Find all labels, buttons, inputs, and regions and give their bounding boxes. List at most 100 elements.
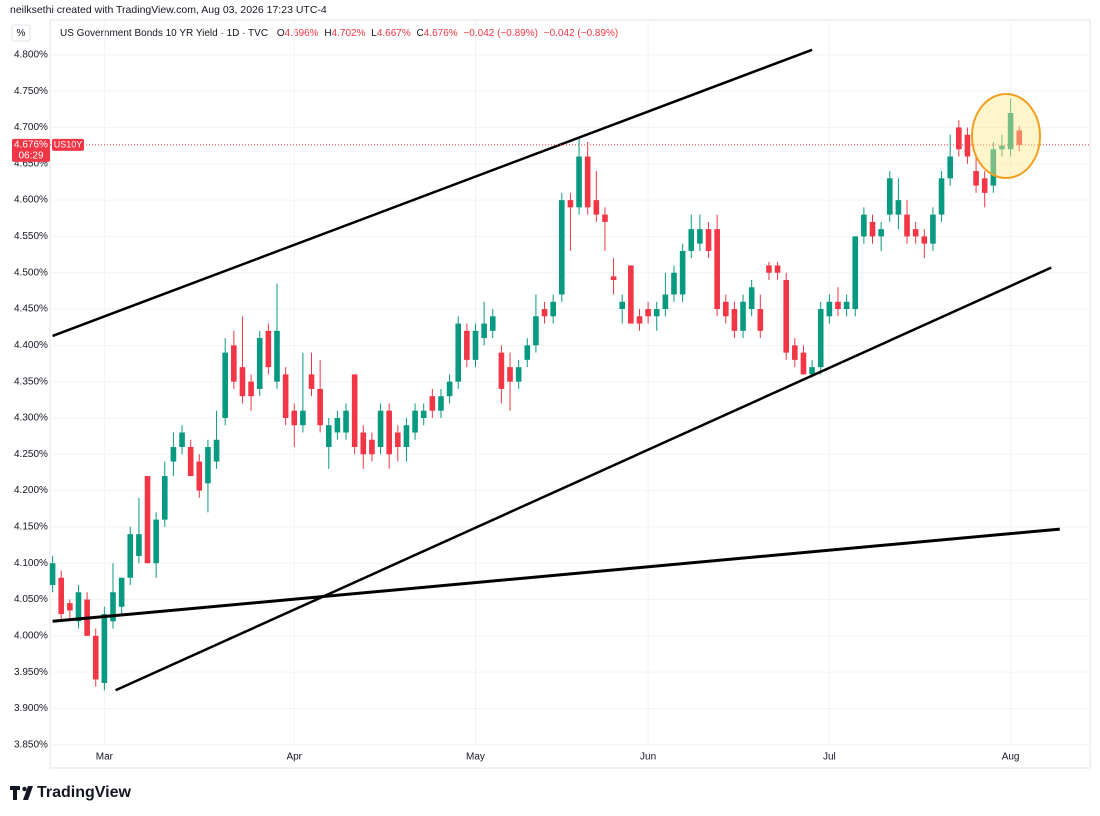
candle-body <box>610 276 617 280</box>
candle-body <box>826 301 833 317</box>
y-tick-label: 4.550% <box>14 231 48 242</box>
candle-body <box>524 345 531 360</box>
candle-body <box>153 519 159 564</box>
candle-body <box>231 345 237 382</box>
candle-body <box>662 294 669 310</box>
candle-body <box>360 432 367 455</box>
x-tick-label: Apr <box>286 752 302 763</box>
y-tick-label: 4.250% <box>14 449 48 460</box>
candle-body <box>783 279 790 353</box>
candle-body <box>179 432 185 448</box>
candle-body <box>1007 112 1014 150</box>
candle-body <box>351 374 358 448</box>
candle-body <box>127 534 134 578</box>
candle-body <box>187 447 194 477</box>
x-tick-label: May <box>466 752 485 763</box>
candle-body <box>429 396 436 411</box>
candle-body <box>584 156 591 208</box>
candle-body <box>688 229 695 251</box>
candle-body <box>679 250 686 295</box>
candle-body <box>325 425 332 448</box>
price-tag-label: 4.676% <box>14 140 48 151</box>
candle-body <box>455 323 462 382</box>
x-tick-label: Jul <box>823 752 836 763</box>
ohlc-value: 4.696% <box>285 28 319 39</box>
y-tick-label: 4.000% <box>14 630 48 641</box>
y-tick-label: 4.400% <box>14 340 48 351</box>
ohlc-value: 4.702% <box>332 28 366 39</box>
ohlc-key: L <box>371 28 377 39</box>
symbol: US Government Bonds 10 YR Yield · 1D · T… <box>60 28 268 39</box>
candle-body <box>653 309 660 317</box>
y-tick-label: 4.150% <box>14 522 48 533</box>
candle-body <box>645 309 651 317</box>
candle-body <box>308 374 315 389</box>
y-tick-label: 4.600% <box>14 195 48 206</box>
candle-body <box>205 447 211 484</box>
candle-body <box>731 309 738 331</box>
candle-body <box>170 447 177 462</box>
candle-body <box>895 200 902 215</box>
plot-frame <box>49 19 1091 769</box>
candle-body <box>213 439 220 462</box>
candle-body <box>1016 130 1023 145</box>
ohlc-value: 4.667% <box>377 28 411 39</box>
candle-body <box>757 309 764 331</box>
unit-button-label[interactable]: % <box>17 28 26 39</box>
y-tick-label: 4.750% <box>14 86 48 97</box>
candle-body <box>990 149 997 186</box>
candle-body <box>49 563 56 585</box>
candle-body <box>377 410 384 448</box>
legend: US Government Bonds 10 YR Yield · 1D · T… <box>60 28 618 39</box>
symbol-tag <box>52 138 84 151</box>
y-tick-label: 4.700% <box>14 122 48 133</box>
candle-body <box>498 352 505 389</box>
candle-body <box>256 338 263 389</box>
candle-body <box>274 330 280 382</box>
x-tick-label: Mar <box>96 752 114 763</box>
candle-body <box>343 410 349 433</box>
candle-body <box>567 200 574 208</box>
highlight-circle <box>971 93 1041 179</box>
candle-body <box>774 265 781 273</box>
candle-body <box>144 476 151 564</box>
candle-body <box>541 309 548 317</box>
y-tick-label: 4.300% <box>14 413 48 424</box>
unit-button[interactable] <box>11 24 31 42</box>
candle-body <box>282 374 289 418</box>
candle-body <box>671 272 677 295</box>
candle-body <box>420 410 427 418</box>
candle-body <box>507 367 513 382</box>
y-tick-label: 4.100% <box>14 558 48 569</box>
candle-body <box>317 388 323 426</box>
candle-body <box>239 367 246 397</box>
candle-body <box>800 352 807 375</box>
candle-body <box>515 367 522 382</box>
candle-body <box>248 381 254 397</box>
candle-body <box>697 229 703 244</box>
y-tick-label: 3.900% <box>14 703 48 714</box>
candle-body <box>472 330 479 360</box>
candle-body <box>930 214 936 244</box>
candle-body <box>593 200 600 215</box>
candle-body <box>196 461 203 491</box>
price-tag-countdown: 06:29 <box>18 151 43 162</box>
candle-body <box>886 178 893 215</box>
candle-body <box>809 367 815 375</box>
candle-body <box>912 229 919 237</box>
candle-body <box>369 439 375 455</box>
candle-body <box>835 301 841 310</box>
candle-body <box>446 381 453 397</box>
y-tick-label: 4.350% <box>14 376 48 387</box>
candle-body <box>705 229 712 251</box>
candle-body <box>300 410 306 426</box>
candle-body <box>714 229 720 310</box>
candle-body <box>981 178 988 193</box>
ohlc-key: C <box>417 28 424 39</box>
candle-body <box>722 301 729 317</box>
y-tick-label: 4.200% <box>14 485 48 496</box>
candle-body <box>481 323 487 339</box>
candle-body <box>67 603 73 611</box>
candle-body <box>792 345 798 360</box>
